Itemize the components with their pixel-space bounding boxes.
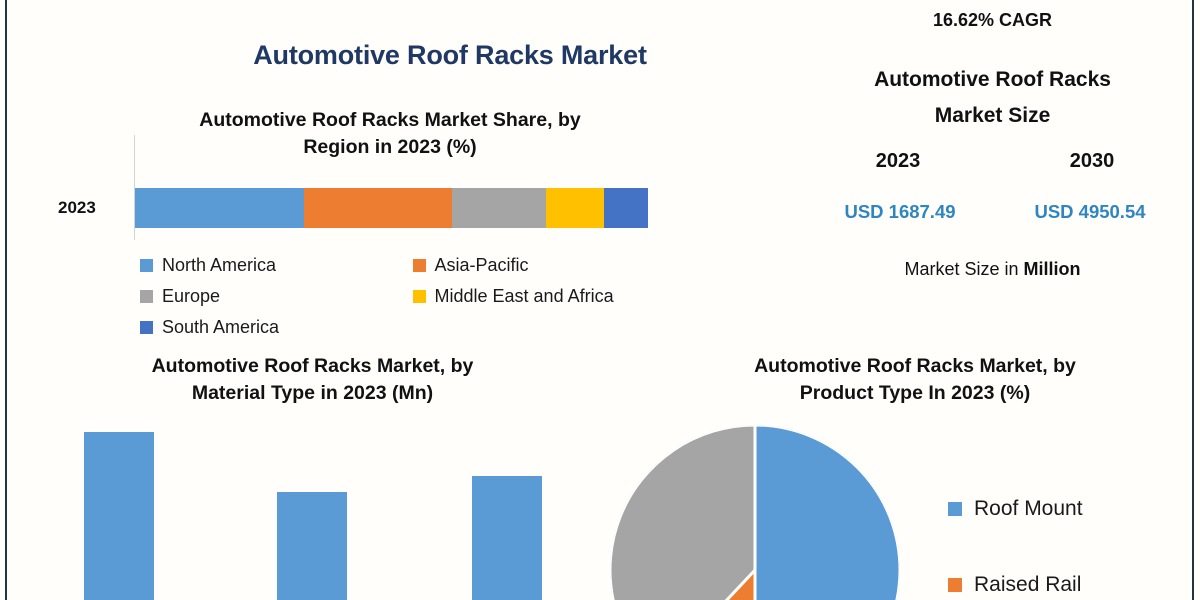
region-stacked-bar	[135, 188, 648, 228]
product-chart-legend: Roof Mount Raised Rail	[948, 471, 1188, 600]
page-title: Automotive Roof Racks Market	[253, 40, 647, 70]
market-size-value-end: USD 4950.54	[1034, 201, 1146, 222]
product-legend-label: Roof Mount	[974, 497, 1083, 520]
region-bar-segment-europe	[452, 188, 546, 228]
product-chart-title-line2: Product Type In 2023 (%)	[799, 382, 1031, 404]
market-size-year-start: 2023	[875, 150, 921, 172]
region-legend-item: South America	[140, 312, 413, 343]
region-legend-item: Middle East and Africa	[412, 281, 686, 312]
market-size-year-end: 2030	[1069, 150, 1115, 172]
material-bar	[84, 431, 154, 600]
legend-swatch-icon	[140, 290, 153, 303]
region-legend-label: South America	[162, 317, 280, 337]
pie-slice-other	[610, 425, 757, 600]
pie-slice-raised-rail	[724, 566, 757, 600]
legend-swatch-icon	[412, 259, 426, 272]
product-chart-title: Automotive Roof Racks Market, by Product…	[660, 353, 1170, 407]
region-legend-label: North America	[162, 255, 277, 275]
market-size-unit: Market Size in Million	[845, 259, 1140, 280]
market-size-title-line1: Automotive Roof Racks	[874, 68, 1111, 91]
region-legend-label: Middle East and Africa	[434, 286, 614, 306]
material-bar	[472, 475, 542, 600]
market-size-title-line2: Market Size	[934, 104, 1051, 127]
product-legend-label: Raised Rail	[974, 573, 1082, 596]
product-pie-chart	[610, 425, 900, 600]
pie-svg	[610, 425, 900, 600]
region-legend-item: Asia-Pacific	[412, 250, 686, 281]
region-chart-title-line1: Automotive Roof Racks Market Share, by	[199, 109, 581, 131]
cagr-value: 16.62% CAGR	[932, 10, 1053, 30]
legend-swatch-icon	[412, 290, 426, 303]
frame-border-right	[1192, 0, 1194, 600]
material-chart-title: Automotive Roof Racks Market, by Materia…	[60, 353, 565, 407]
material-bar	[277, 492, 347, 600]
region-chart-title-line2: Region in 2023 (%)	[303, 136, 477, 158]
region-bar-segment-middle-east-and-africa	[545, 188, 604, 228]
pie-slice-roof-mount	[753, 425, 900, 600]
region-legend-label: Asia-Pacific	[434, 255, 529, 275]
region-chart-axis	[134, 135, 135, 240]
legend-swatch-icon	[948, 578, 962, 592]
product-legend-item: Roof Mount	[948, 471, 1188, 547]
legend-swatch-icon	[948, 502, 962, 516]
region-chart-category-label: 2023	[58, 198, 96, 217]
market-size-title: Automotive Roof Racks Market Size	[845, 62, 1140, 134]
region-bar-segment-asia-pacific	[304, 188, 453, 228]
region-chart-title: Automotive Roof Racks Market Share, by R…	[110, 107, 670, 161]
legend-swatch-icon	[140, 321, 153, 334]
material-chart-title-line1: Automotive Roof Racks Market, by	[151, 355, 474, 377]
product-legend-item: Raised Rail	[948, 547, 1188, 600]
region-legend-item: North America	[140, 250, 413, 281]
product-chart-title-line1: Automotive Roof Racks Market, by	[754, 355, 1076, 377]
region-bar-segment-north-america	[135, 188, 305, 228]
legend-swatch-icon	[140, 259, 153, 272]
frame-border-left	[5, 0, 7, 600]
region-legend-item: Europe	[140, 281, 413, 312]
material-chart-title-line2: Material Type in 2023 (Mn)	[191, 382, 434, 404]
market-size-unit-bold: Million	[1023, 259, 1081, 279]
region-chart-legend: North America Asia-Pacific Europe Middle Ea…	[140, 250, 685, 343]
region-legend-label: Europe	[162, 286, 221, 306]
material-chart-plot	[20, 415, 590, 600]
region-bar-segment-south-america	[603, 188, 648, 228]
market-size-value-start: USD 1687.49	[844, 201, 956, 222]
market-size-unit-prefix: Market Size in	[904, 259, 1024, 279]
